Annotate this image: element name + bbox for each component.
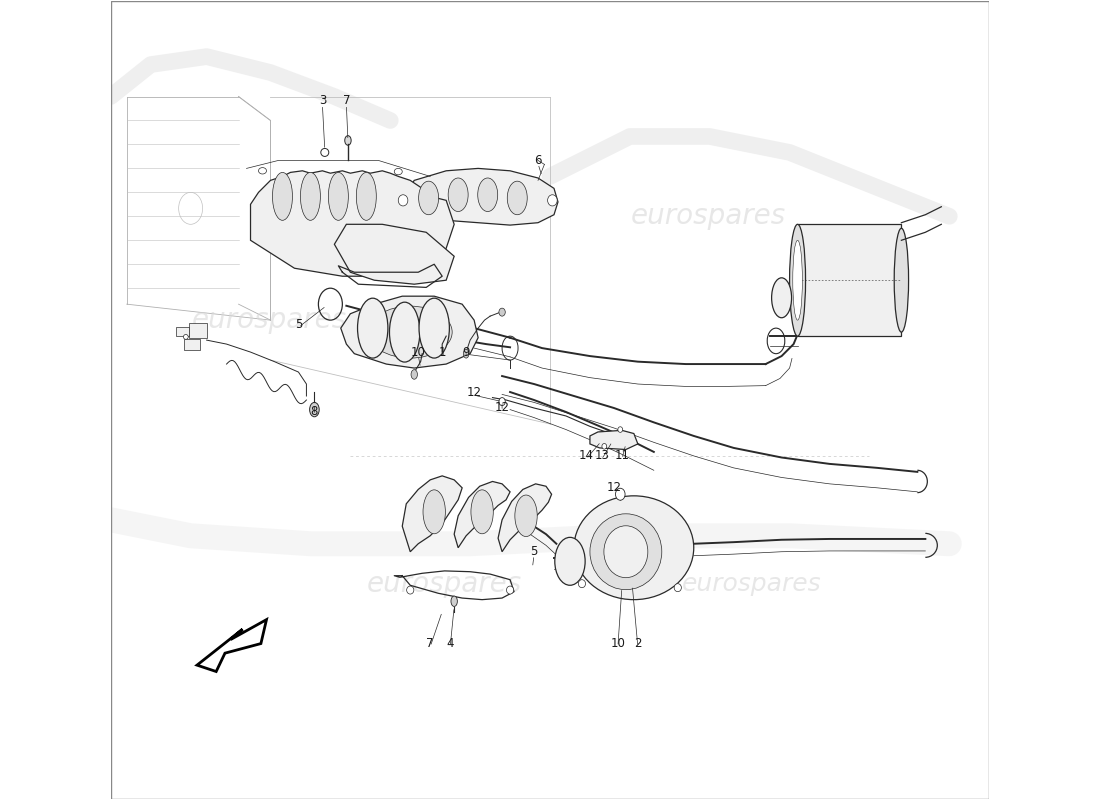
Polygon shape [403, 476, 462, 552]
Ellipse shape [356, 172, 376, 220]
Ellipse shape [604, 526, 648, 578]
Polygon shape [454, 482, 510, 548]
Polygon shape [197, 620, 266, 671]
Ellipse shape [554, 538, 585, 586]
Text: 13: 13 [594, 450, 609, 462]
Ellipse shape [419, 181, 439, 214]
Text: 2: 2 [634, 637, 641, 650]
Ellipse shape [300, 172, 320, 220]
Text: 7: 7 [427, 637, 434, 650]
Ellipse shape [506, 586, 514, 594]
Ellipse shape [793, 240, 802, 320]
Ellipse shape [394, 169, 403, 174]
Ellipse shape [329, 172, 349, 220]
Ellipse shape [790, 224, 805, 336]
Bar [176, 326, 189, 336]
Ellipse shape [358, 298, 388, 358]
Ellipse shape [590, 514, 662, 590]
Ellipse shape [507, 181, 527, 214]
Ellipse shape [344, 136, 351, 146]
Ellipse shape [184, 334, 188, 339]
Text: 12: 12 [495, 402, 509, 414]
Text: 9: 9 [462, 346, 470, 358]
Ellipse shape [419, 298, 450, 358]
Ellipse shape [471, 490, 493, 534]
Ellipse shape [499, 308, 505, 316]
Ellipse shape [574, 496, 694, 600]
Text: 1: 1 [439, 346, 446, 358]
Text: 12: 12 [606, 482, 621, 494]
Ellipse shape [477, 178, 497, 211]
Polygon shape [498, 484, 551, 552]
Text: 7: 7 [342, 94, 350, 107]
Ellipse shape [451, 596, 458, 606]
Ellipse shape [258, 168, 266, 174]
Ellipse shape [616, 488, 625, 500]
Ellipse shape [424, 490, 446, 534]
Polygon shape [334, 224, 454, 284]
Polygon shape [341, 296, 478, 368]
Ellipse shape [579, 580, 585, 588]
Ellipse shape [321, 149, 329, 157]
Text: 12: 12 [466, 386, 482, 398]
Ellipse shape [463, 350, 469, 358]
Text: 5: 5 [530, 546, 538, 558]
Polygon shape [251, 170, 454, 276]
Ellipse shape [273, 172, 293, 220]
Text: 10: 10 [410, 346, 426, 358]
Text: 4: 4 [447, 637, 454, 650]
Text: 14: 14 [579, 450, 593, 462]
Ellipse shape [309, 402, 319, 417]
Ellipse shape [894, 228, 909, 332]
Ellipse shape [674, 584, 681, 592]
Polygon shape [590, 430, 638, 450]
Ellipse shape [368, 306, 452, 358]
Text: eurospares: eurospares [367, 570, 522, 598]
Ellipse shape [411, 370, 417, 379]
Ellipse shape [515, 495, 537, 537]
Ellipse shape [618, 426, 623, 432]
Text: eurospares: eurospares [682, 572, 822, 596]
Bar [189, 323, 207, 338]
Text: 8: 8 [310, 406, 318, 418]
Ellipse shape [448, 178, 469, 211]
Polygon shape [394, 169, 558, 225]
Text: eurospares: eurospares [630, 202, 785, 230]
Text: 10: 10 [610, 637, 625, 650]
Ellipse shape [499, 398, 505, 406]
Ellipse shape [602, 443, 607, 449]
Ellipse shape [771, 278, 792, 318]
Text: eurospares: eurospares [191, 306, 346, 334]
Polygon shape [798, 224, 901, 336]
Ellipse shape [407, 586, 414, 594]
Ellipse shape [548, 194, 558, 206]
Text: 5: 5 [295, 318, 302, 330]
Text: 6: 6 [535, 154, 542, 167]
Text: 3: 3 [319, 94, 326, 107]
Bar [184, 339, 200, 350]
Ellipse shape [398, 194, 408, 206]
Ellipse shape [389, 302, 420, 362]
Text: 11: 11 [615, 450, 629, 462]
